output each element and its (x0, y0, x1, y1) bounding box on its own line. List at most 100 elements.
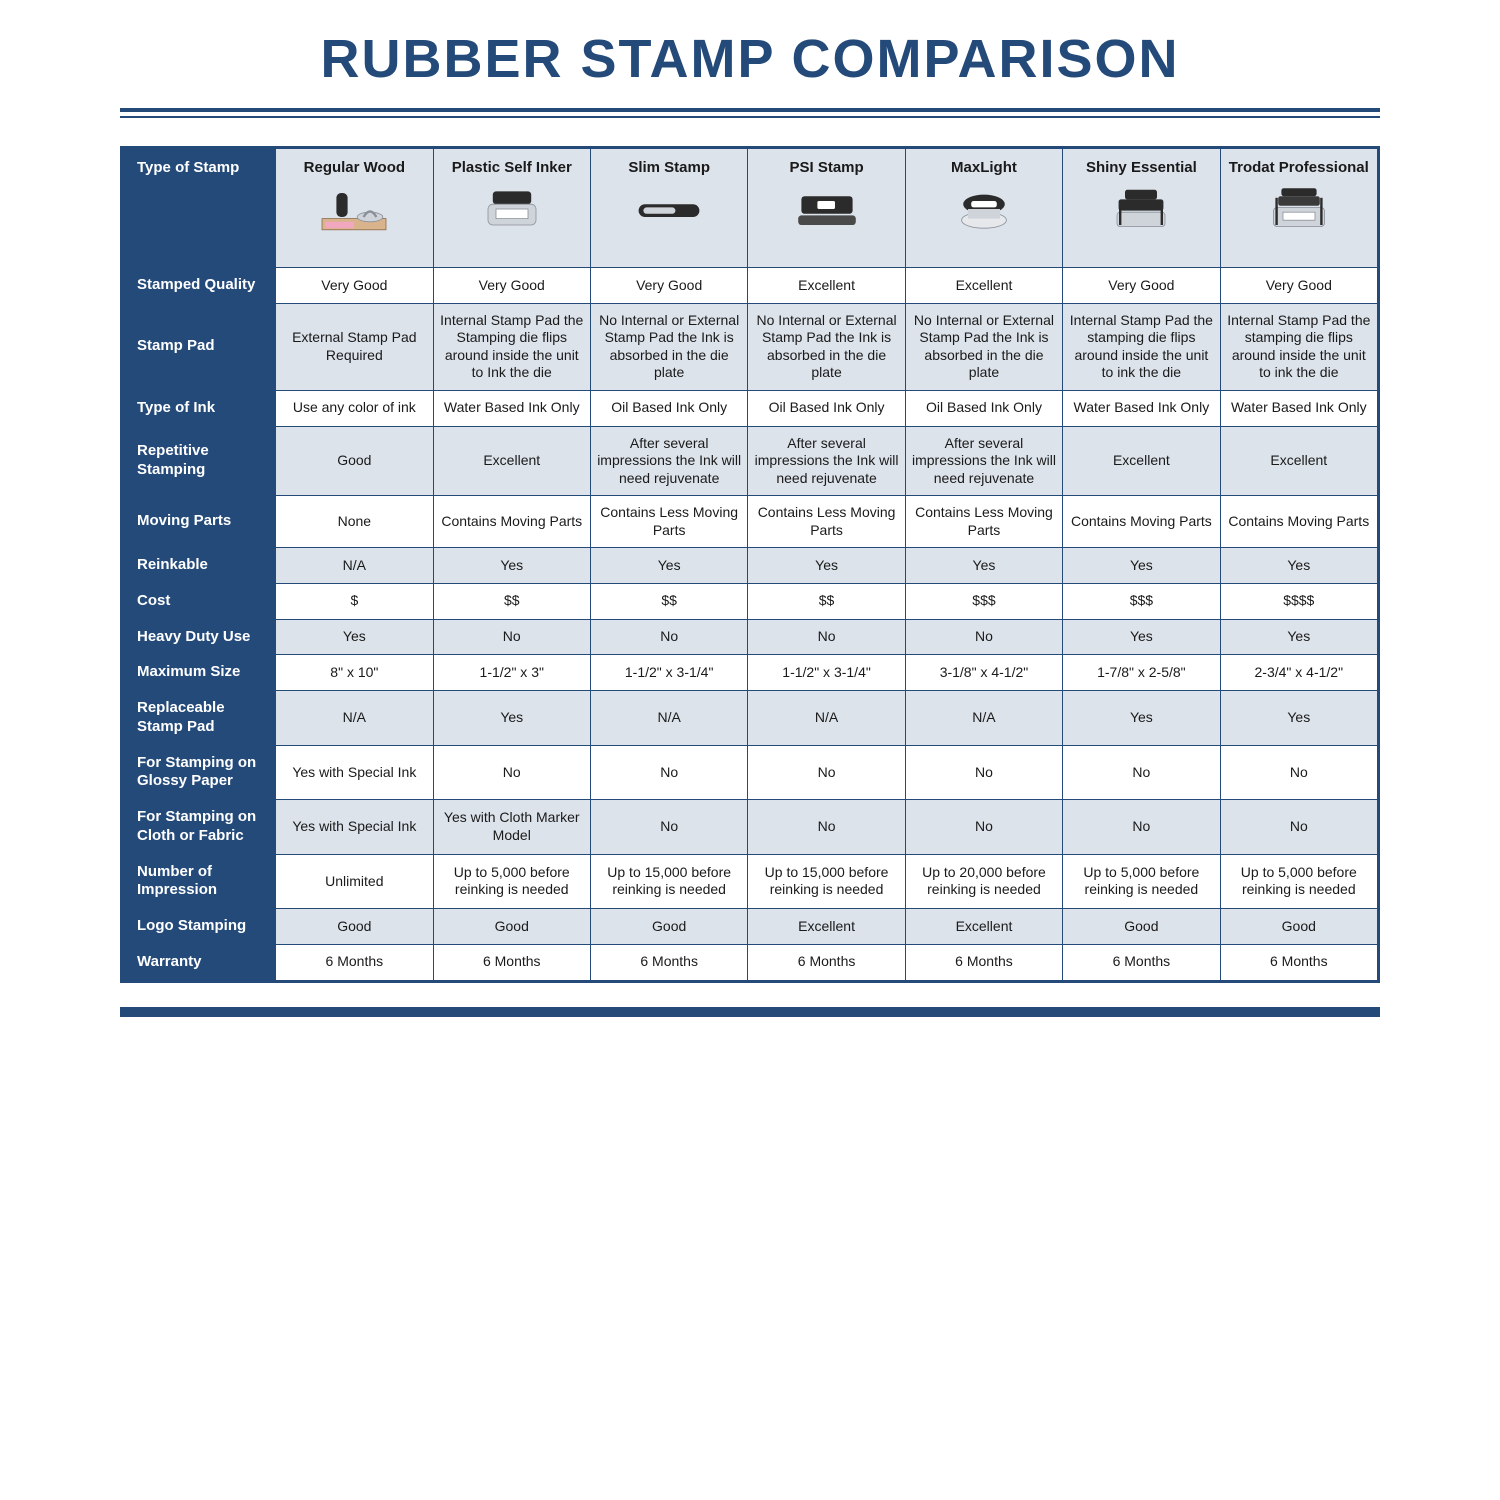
cell: Yes (748, 548, 905, 584)
cell: $ (276, 583, 433, 619)
cell: 6 Months (1063, 944, 1220, 980)
row-label: Cost (123, 583, 276, 619)
row-label: Moving Parts (123, 496, 276, 548)
table-row: Maximum Size8" x 10"1-1/2" x 3"1-1/2" x … (123, 655, 1378, 691)
cell: Water Based Ink Only (433, 390, 590, 426)
cell: $$$ (1063, 583, 1220, 619)
cell: None (276, 496, 433, 548)
row-label: For Stamping on Glossy Paper (123, 745, 276, 800)
cell: Yes (1220, 548, 1377, 584)
cell: After several impressions the Ink will n… (590, 426, 747, 496)
cell: Yes with Cloth Marker Model (433, 800, 590, 855)
cell: N/A (905, 691, 1062, 746)
cell: No (433, 619, 590, 655)
cell: N/A (748, 691, 905, 746)
cell: $$ (748, 583, 905, 619)
cell: Yes (1220, 619, 1377, 655)
cell: No (905, 619, 1062, 655)
cell: Excellent (433, 426, 590, 496)
page-title: RUBBER STAMP COMPARISON (0, 28, 1500, 90)
cell: Yes (590, 548, 747, 584)
cell: No (1220, 800, 1377, 855)
cell: Up to 5,000 before reinking is needed (1220, 854, 1377, 909)
cell: N/A (590, 691, 747, 746)
cell: Contains Less Moving Parts (748, 496, 905, 548)
table-row: Warranty6 Months6 Months6 Months6 Months… (123, 944, 1378, 980)
cell: Excellent (905, 909, 1062, 945)
cell: Water Based Ink Only (1063, 390, 1220, 426)
maxlight-stamp-icon (944, 184, 1024, 234)
cell: Contains Moving Parts (433, 496, 590, 548)
divider-thin (120, 116, 1380, 118)
cell: Yes (1063, 619, 1220, 655)
shiny-essential-icon (1101, 184, 1181, 234)
cell: $$$$ (1220, 583, 1377, 619)
table-row: Cost$$$$$$$$$$$$$$$$$ (123, 583, 1378, 619)
cell: Very Good (1063, 268, 1220, 304)
cell: External Stamp Pad Required (276, 303, 433, 390)
cell: Internal Stamp Pad the stamping die flip… (1220, 303, 1377, 390)
cell: 2-3/4" x 4-1/2" (1220, 655, 1377, 691)
table-row: Type of InkUse any color of inkWater Bas… (123, 390, 1378, 426)
cell: Yes (1063, 548, 1220, 584)
cell: No (590, 619, 747, 655)
cell: No (433, 745, 590, 800)
table-row: Replaceable Stamp PadN/AYesN/AN/AN/AYesY… (123, 691, 1378, 746)
page: RUBBER STAMP COMPARISON Type of Stamp Re… (0, 0, 1500, 1017)
comparison-table: Type of Stamp Regular Wood Plastic Self … (122, 148, 1378, 981)
col-plastic-self-inker: Plastic Self Inker (433, 149, 590, 268)
col-psi-stamp: PSI Stamp (748, 149, 905, 268)
table-row: Heavy Duty UseYesNoNoNoNoYesYes (123, 619, 1378, 655)
cell: Up to 5,000 before reinking is needed (433, 854, 590, 909)
table-row: Repetitive StampingGoodExcellentAfter se… (123, 426, 1378, 496)
cell: Oil Based Ink Only (905, 390, 1062, 426)
cell: No (748, 619, 905, 655)
cell: $$ (433, 583, 590, 619)
col-slim-stamp: Slim Stamp (590, 149, 747, 268)
cell: Excellent (748, 268, 905, 304)
row-label: Warranty (123, 944, 276, 980)
cell: Very Good (433, 268, 590, 304)
cell: After several impressions the Ink will n… (748, 426, 905, 496)
cell: Up to 5,000 before reinking is needed (1063, 854, 1220, 909)
cell: 8" x 10" (276, 655, 433, 691)
cell: Up to 20,000 before reinking is needed (905, 854, 1062, 909)
cell: 6 Months (905, 944, 1062, 980)
cell: Contains Moving Parts (1063, 496, 1220, 548)
col-trodat-professional: Trodat Professional (1220, 149, 1377, 268)
cell: Good (1220, 909, 1377, 945)
col-label: Regular Wood (282, 159, 426, 178)
cell: Excellent (1220, 426, 1377, 496)
table-row: For Stamping on Cloth or FabricYes with … (123, 800, 1378, 855)
table-row: Stamp PadExternal Stamp Pad Required Inte… (123, 303, 1378, 390)
col-label: Plastic Self Inker (440, 159, 584, 178)
cell: $$$ (905, 583, 1062, 619)
cell: Yes (905, 548, 1062, 584)
row-label: Maximum Size (123, 655, 276, 691)
cell: No (1063, 745, 1220, 800)
cell: 6 Months (433, 944, 590, 980)
cell: Yes with Special Ink (276, 745, 433, 800)
header-type-of-stamp: Type of Stamp (123, 149, 276, 268)
cell: N/A (276, 548, 433, 584)
table-row: Moving PartsNoneContains Moving PartsCon… (123, 496, 1378, 548)
row-label: Replaceable Stamp Pad (123, 691, 276, 746)
cell: Oil Based Ink Only (748, 390, 905, 426)
cell: No (1220, 745, 1377, 800)
row-label: Logo Stamping (123, 909, 276, 945)
cell: Use any color of ink (276, 390, 433, 426)
row-label: Heavy Duty Use (123, 619, 276, 655)
row-label: Repetitive Stamping (123, 426, 276, 496)
title-block: RUBBER STAMP COMPARISON (0, 0, 1500, 90)
row-label: Reinkable (123, 548, 276, 584)
cell: N/A (276, 691, 433, 746)
cell: 6 Months (590, 944, 747, 980)
cell: Yes (276, 619, 433, 655)
row-label: Type of Ink (123, 390, 276, 426)
cell: Yes (1220, 691, 1377, 746)
psi-stamp-icon (787, 184, 867, 234)
cell: Yes (433, 548, 590, 584)
cell: 1-1/2" x 3-1/4" (748, 655, 905, 691)
comparison-table-wrap: Type of Stamp Regular Wood Plastic Self … (120, 146, 1380, 983)
row-label: Stamp Pad (123, 303, 276, 390)
